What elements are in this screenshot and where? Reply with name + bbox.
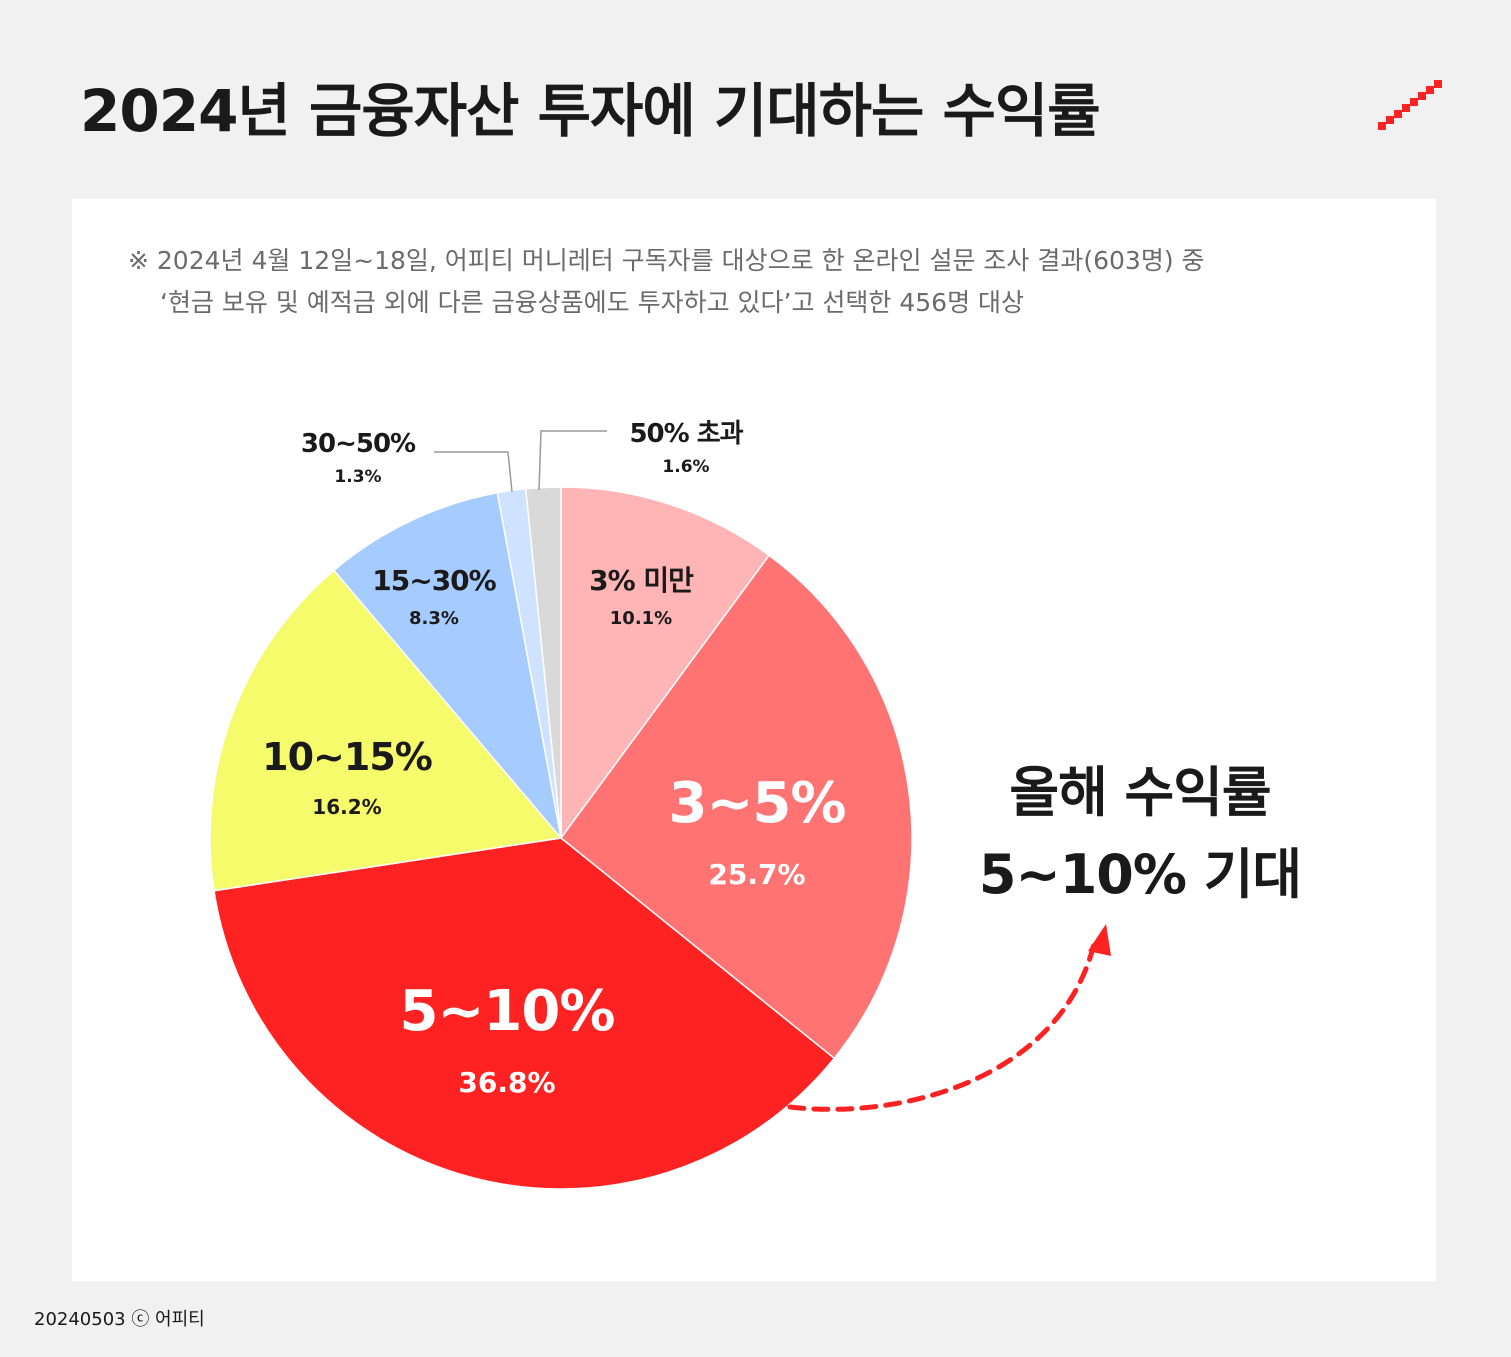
slice-labels: 3% 미만 10.1% 3~5% 25.7% 5~10% 36.8% 10~15% 16.2%… <box>262 419 846 1099</box>
pie-slice <box>559 554 913 1060</box>
page-title: 2024년 금융자산 투자에 기대하는 수익률 <box>80 77 1101 145</box>
slice-value-label: 16.2% <box>312 795 381 819</box>
pie-slice <box>560 486 771 841</box>
brand-logo-icon <box>1378 80 1442 130</box>
slice-label: 15~30% <box>372 564 496 597</box>
slice-value-label: 1.6% <box>662 457 709 477</box>
callout-text: 올해 수익률 5~10% 기대 <box>960 752 1320 916</box>
slice-value-label: 1.3% <box>334 467 381 487</box>
leader-line <box>538 430 607 491</box>
leader-line <box>434 451 513 493</box>
slice-label: 50% 초과 <box>629 419 743 449</box>
callout-line1: 올해 수익률 <box>1009 761 1271 824</box>
pie-slice <box>524 486 562 839</box>
callout-arrow <box>787 924 1111 1112</box>
slice-label: 5~10% <box>400 979 615 1044</box>
slice-label: 3~5% <box>669 771 846 836</box>
callout-arrow-line <box>787 941 1097 1112</box>
callout-line2: 5~10% 기대 <box>978 843 1302 906</box>
slice-value-label: 25.7% <box>708 858 805 891</box>
arrow-head-icon <box>1088 924 1111 956</box>
footer-credit: 20240503 ⓒ 어피티 <box>34 1309 205 1330</box>
pie-slices <box>209 486 913 1190</box>
slice-value-label: 8.3% <box>409 608 459 629</box>
slice-label: 3% 미만 <box>589 564 694 597</box>
slice-label: 30~50% <box>301 429 416 459</box>
pie-slice <box>213 837 836 1190</box>
pie-slice <box>332 491 563 841</box>
pie-slice <box>209 569 563 892</box>
survey-note-line2: ‘현금 보유 및 예적금 외에 다른 금융상품에도 투자하고 있다’고 선택한 … <box>160 288 1025 317</box>
leader-lines <box>434 430 607 493</box>
survey-note-line1: ※ 2024년 4월 12일~18일, 어피티 머니레터 구독자를 대상으로 한… <box>128 246 1205 275</box>
slice-value-label: 36.8% <box>458 1066 555 1099</box>
survey-note: ※ 2024년 4월 12일~18일, 어피티 머니레터 구독자를 대상으로 한… <box>128 240 1205 324</box>
slice-label: 10~15% <box>262 735 432 779</box>
slice-value-label: 10.1% <box>610 608 672 629</box>
